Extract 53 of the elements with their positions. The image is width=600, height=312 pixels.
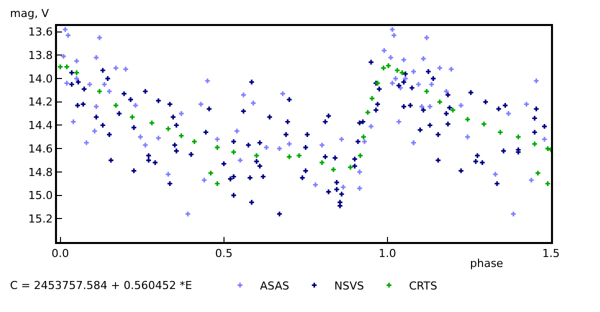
point — [149, 120, 154, 126]
point — [516, 134, 521, 140]
point — [130, 114, 135, 120]
y-tick-label: 14.4 — [28, 119, 53, 132]
y-tick-label: 13.8 — [28, 49, 53, 62]
point — [97, 88, 102, 94]
point — [536, 170, 540, 176]
point — [450, 108, 456, 112]
legend-label: CRTS — [408, 279, 438, 292]
point — [545, 181, 550, 186]
x-tick-label: 1.0 — [378, 247, 396, 260]
point — [370, 96, 374, 101]
point — [358, 153, 363, 158]
legend-label: NSVS — [334, 279, 364, 292]
point — [424, 88, 430, 94]
point — [214, 145, 220, 150]
y-tick-label: 14.8 — [28, 166, 53, 179]
y-axis-title: mag, V — [10, 7, 50, 20]
point — [208, 170, 214, 176]
point — [365, 110, 370, 115]
point — [231, 150, 236, 154]
point — [192, 139, 197, 144]
x-tick-label: 1.5 — [542, 247, 560, 260]
point — [64, 64, 70, 70]
point — [254, 153, 259, 158]
point — [296, 153, 302, 158]
point — [532, 142, 538, 146]
point — [113, 102, 118, 108]
legend-label: ASAS — [260, 279, 290, 292]
point — [482, 122, 486, 126]
point — [394, 68, 400, 73]
x-tick-label: 0.0 — [52, 247, 70, 260]
point — [361, 134, 366, 140]
point — [58, 64, 63, 70]
point — [214, 181, 220, 186]
point — [386, 63, 391, 68]
text: C = 2453757.584 + 0.560452 *E — [10, 279, 192, 292]
point — [331, 167, 336, 172]
point — [74, 70, 80, 76]
point — [381, 66, 386, 70]
point — [400, 70, 405, 76]
point — [348, 164, 353, 170]
y-tick-label: 15.2 — [28, 212, 53, 226]
point — [465, 117, 470, 122]
y-tick-label: 14.0 — [28, 72, 53, 86]
y-tick-label: 14.6 — [28, 142, 53, 156]
point — [437, 99, 442, 104]
point — [320, 160, 324, 166]
y-tick-label: 13.6 — [28, 26, 53, 39]
x-tick-label: 0.5 — [215, 247, 233, 260]
x-axis-title: phase — [470, 257, 504, 270]
y-tick-label: 14.2 — [28, 96, 53, 109]
y-tick-label: 15.0 — [28, 189, 53, 202]
